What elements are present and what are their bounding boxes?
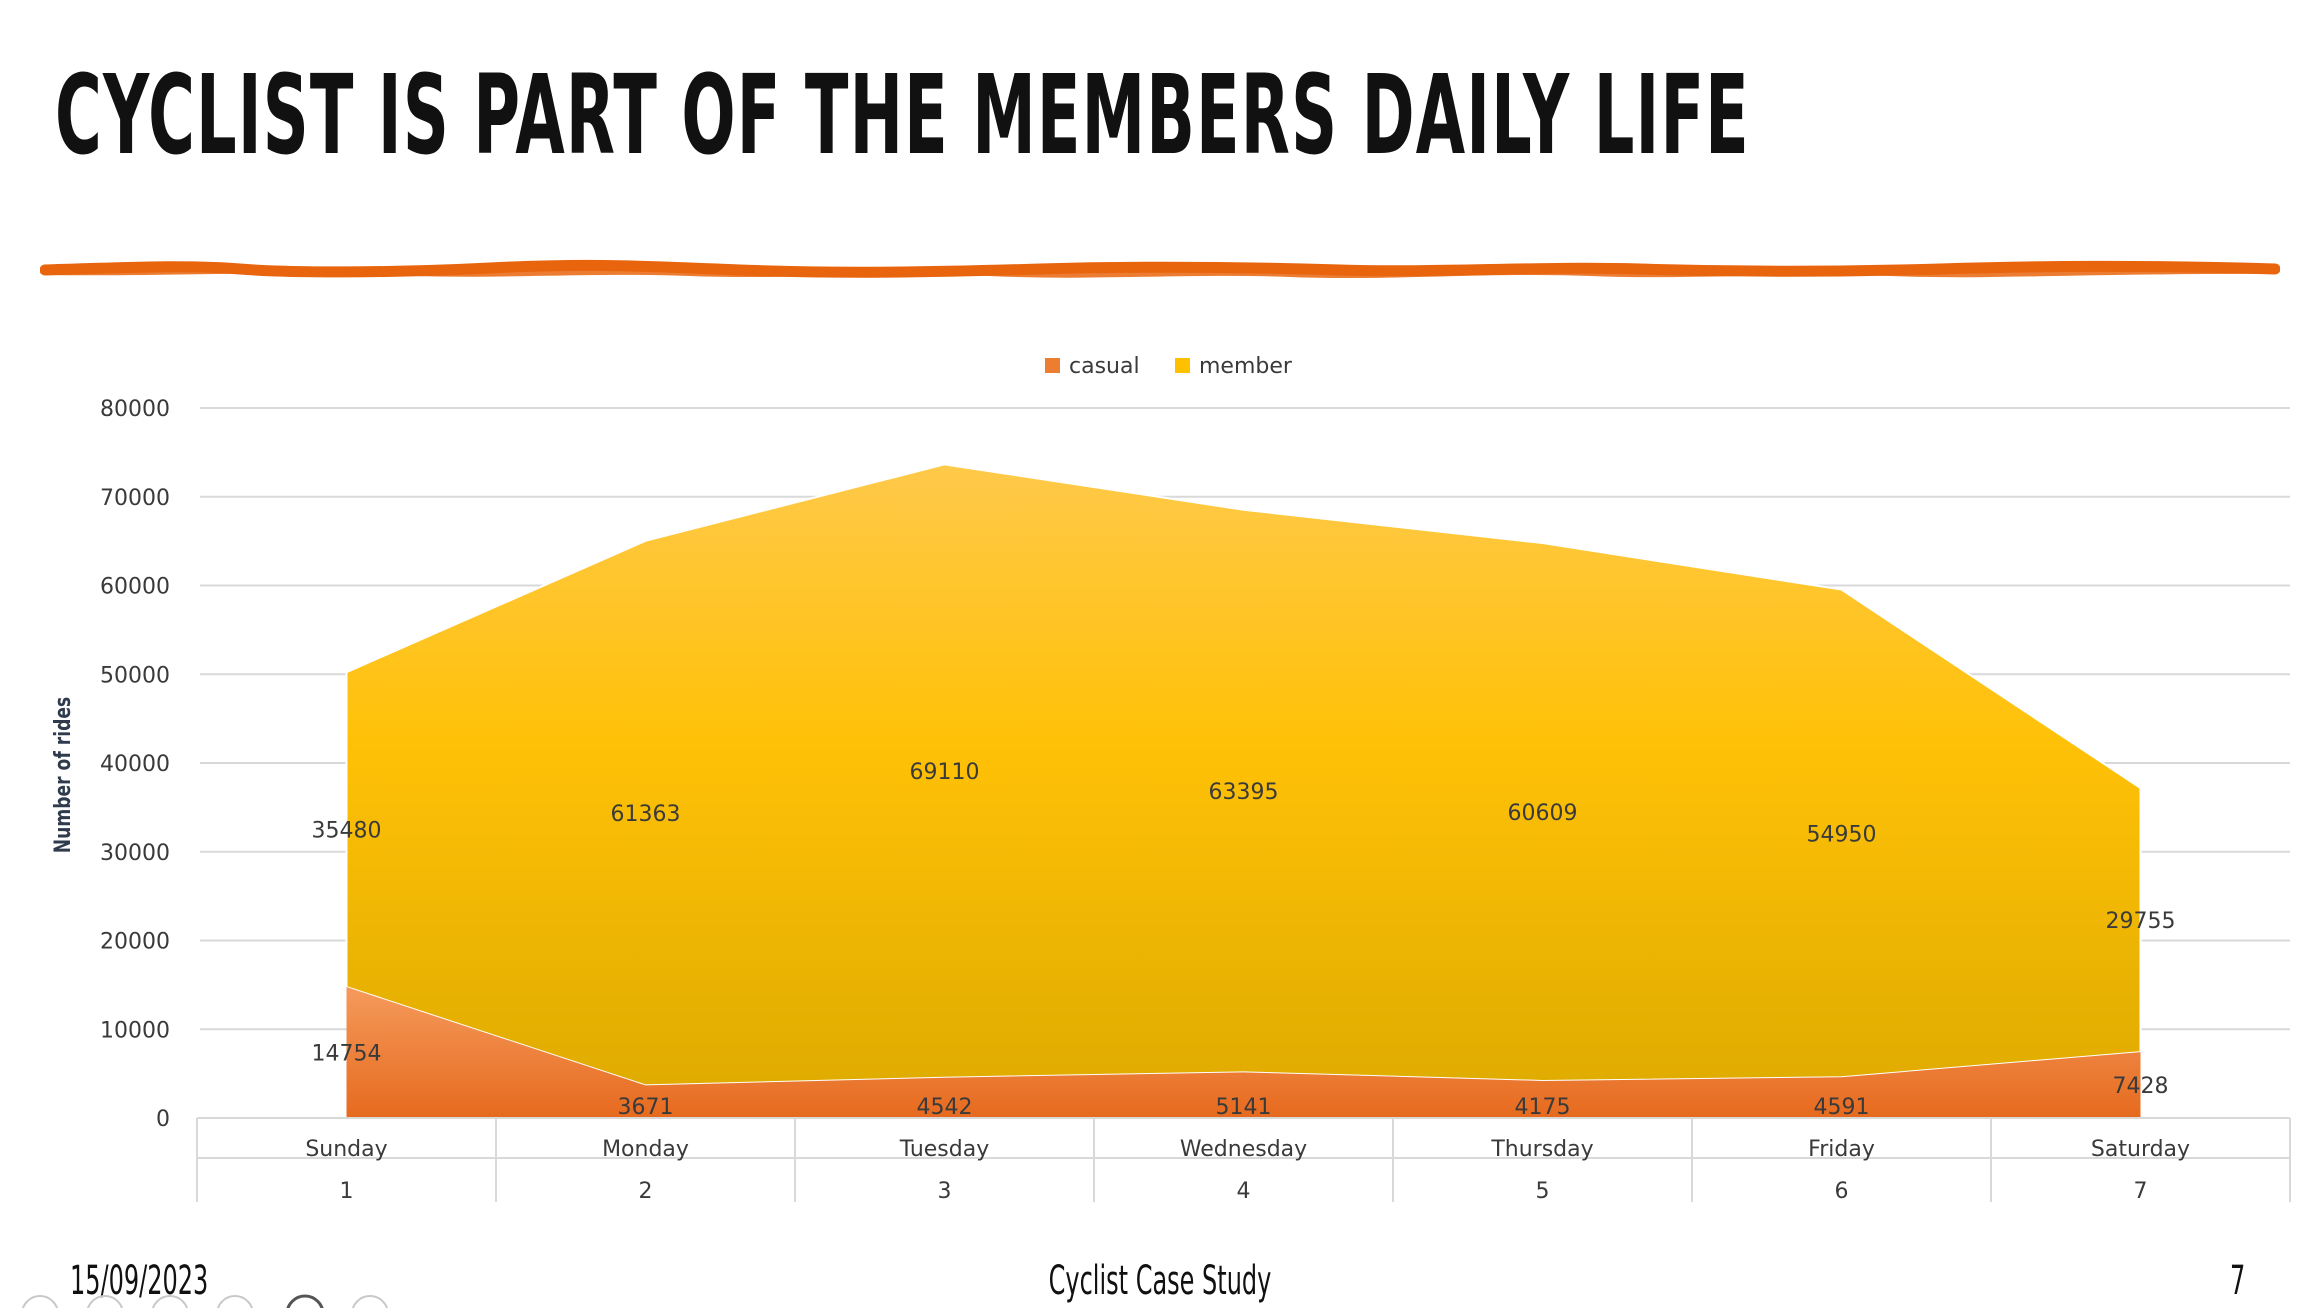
presentation-toolbar — [21, 1294, 389, 1308]
pen-icon[interactable] — [86, 1295, 124, 1308]
legend-swatch — [1175, 358, 1190, 373]
data-label-casual: 5141 — [1216, 1095, 1272, 1120]
data-label-member: 29755 — [2106, 909, 2176, 934]
slides-icon[interactable] — [216, 1295, 254, 1308]
data-labels: 35480 14754 61363 3671 69110 4542 63395 5141 606… — [312, 760, 2176, 1120]
page-number: 7 — [2230, 1258, 2246, 1304]
y-tick-label: 20000 — [100, 930, 170, 955]
decorative-underline — [40, 259, 2280, 279]
legend-item-casual: casual — [1045, 354, 1140, 379]
x-tick-number: 2 — [639, 1179, 653, 1204]
chart-legend: casual member — [1045, 354, 1293, 379]
data-label-casual: 14754 — [312, 1042, 382, 1067]
y-tick-label: 30000 — [100, 841, 170, 866]
back-icon[interactable] — [21, 1295, 59, 1308]
x-tick-number: 5 — [1536, 1179, 1550, 1204]
y-tick-label: 50000 — [100, 663, 170, 688]
legend-swatch — [1045, 358, 1060, 373]
subtitles-icon[interactable] — [286, 1294, 324, 1308]
data-label-casual: 4591 — [1814, 1095, 1870, 1120]
x-tick-number: 4 — [1237, 1179, 1251, 1204]
more-icon[interactable] — [351, 1295, 389, 1308]
x-tick-label: Monday — [602, 1137, 689, 1162]
y-tick-label: 0 — [156, 1107, 170, 1132]
x-tick-number: 1 — [340, 1179, 354, 1204]
x-tick-label: Wednesday — [1180, 1137, 1307, 1162]
data-label-member: 54950 — [1807, 822, 1877, 847]
chart-areas — [345, 463, 2142, 1118]
area-casual — [346, 987, 2141, 1118]
legend-label: casual — [1069, 354, 1140, 379]
data-label-member: 60609 — [1508, 801, 1578, 826]
x-tick-number: 6 — [1835, 1179, 1849, 1204]
legend-item-member: member — [1175, 354, 1293, 379]
data-label-casual: 4175 — [1515, 1095, 1571, 1120]
x-tick-number: 3 — [938, 1179, 952, 1204]
data-label-member: 61363 — [611, 802, 681, 827]
x-tick-label: Sunday — [305, 1137, 387, 1162]
y-tick-label: 40000 — [100, 752, 170, 777]
zoom-icon[interactable] — [151, 1295, 189, 1308]
data-label-casual: 4542 — [917, 1095, 973, 1120]
data-label-member: 69110 — [910, 760, 980, 785]
x-tick-label: Tuesday — [899, 1137, 990, 1162]
x-tick-label: Thursday — [1490, 1137, 1593, 1162]
y-tick-label: 60000 — [100, 575, 170, 600]
data-label-casual: 7428 — [2113, 1074, 2169, 1099]
y-tick-label: 70000 — [100, 486, 170, 511]
x-axis: Sunday 1 Monday 2 Tuesday 3 Wednesday 4 Thursday… — [196, 1117, 2291, 1204]
area-member — [345, 463, 2142, 1087]
y-axis-label: Number of rides — [50, 697, 76, 853]
data-label-casual: 3671 — [618, 1095, 674, 1120]
rides-area-chart: casual member 0 10000 20000 30000 40000 50000 6… — [50, 354, 2291, 1204]
y-axis: 0 10000 20000 30000 40000 50000 60000 70000 8000… — [100, 397, 170, 1132]
x-tick-number: 7 — [2134, 1179, 2148, 1204]
slide-title: CYCLIST IS PART OF THE MEMBERS DAILY LIF… — [55, 51, 1750, 179]
footer-date: 15/09/2023 — [70, 1258, 209, 1304]
legend-label: member — [1199, 354, 1293, 379]
x-tick-label: Saturday — [2091, 1137, 2190, 1162]
y-tick-label: 10000 — [100, 1018, 170, 1043]
x-tick-label: Friday — [1808, 1137, 1875, 1162]
data-label-member: 35480 — [312, 819, 382, 844]
data-label-member: 63395 — [1209, 780, 1279, 805]
y-tick-label: 80000 — [100, 397, 170, 422]
